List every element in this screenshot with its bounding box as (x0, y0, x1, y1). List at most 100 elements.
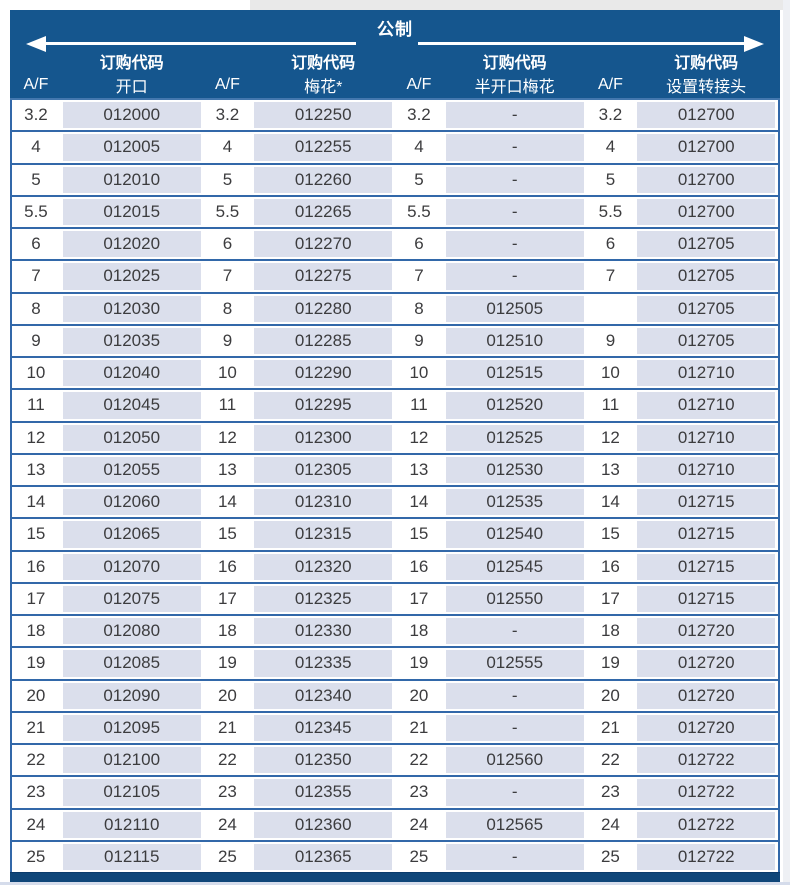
order-code-value: 012700 (634, 132, 778, 162)
order-code-value: 012280 (251, 294, 395, 324)
af-value: 4 (395, 132, 443, 163)
af-value: 5.5 (12, 196, 60, 227)
af-value: 7 (395, 261, 443, 292)
order-code-value: 012510 (443, 326, 587, 356)
af-value: 13 (395, 454, 443, 485)
order-code-value: 012340 (251, 681, 395, 711)
af-value: 20 (203, 680, 252, 711)
order-code-value: 012540 (443, 519, 587, 549)
order-code-value: 012710 (634, 423, 778, 453)
af-value: 20 (395, 680, 443, 711)
order-code-value: 012515 (443, 358, 587, 388)
order-code-value: 012722 (634, 810, 778, 840)
af-value: 6 (12, 229, 60, 260)
af-value: 21 (12, 712, 60, 743)
af-value: 6 (395, 229, 443, 260)
order-code-value: 012705 (634, 229, 778, 259)
order-code-value: 012115 (60, 842, 204, 872)
af-value: 19 (395, 648, 443, 679)
table-row: 21 012095 21 012345 21-21 012720 (12, 710, 778, 743)
order-code-value: 012722 (634, 842, 778, 872)
order-code-value: 012315 (251, 519, 395, 549)
order-code-value: 012325 (251, 584, 395, 614)
order-code-value: - (443, 132, 587, 162)
af-value: 13 (586, 454, 635, 485)
af-value: 11 (395, 390, 443, 421)
order-code-value: 012045 (60, 390, 204, 420)
af-value: 5 (12, 164, 60, 195)
af-value: 16 (203, 551, 252, 582)
af-value: 9 (203, 325, 252, 356)
af-value: 8 (203, 293, 252, 324)
order-code-value: 012270 (251, 229, 395, 259)
left-arrow-icon (26, 36, 356, 52)
table-row: 8 012030 8 012280 8 012505 012705 (12, 291, 778, 324)
type-header-set-adapter: 设置转接头 (666, 79, 747, 96)
order-code-value: 012705 (634, 261, 778, 291)
af-value: 3.2 (12, 100, 60, 131)
af-value: 21 (586, 712, 635, 743)
af-value (586, 293, 635, 324)
order-code-value: 012305 (251, 455, 395, 485)
order-code-value: - (443, 616, 587, 646)
column-header-grid: 订购代码 订购代码 订购代码 订购代码 A/F 开口 A/F 梅花* A/F 半… (12, 50, 778, 98)
order-code-value: 012090 (60, 681, 204, 711)
af-value: 14 (395, 487, 443, 518)
af-value: 11 (12, 390, 60, 421)
order-code-value: 012285 (251, 326, 395, 356)
table-row: 11 012045 11 012295 11 012520 11 012710 (12, 388, 778, 421)
order-code-value: 012100 (60, 745, 204, 775)
af-value: 5.5 (586, 196, 635, 227)
af-header-1: A/F (23, 76, 49, 93)
order-code-value: 012275 (251, 261, 395, 291)
table-row: 9 012035 9 012285 9 012510 9 012705 (12, 323, 778, 356)
af-value: 5.5 (203, 196, 252, 227)
order-code-value: 012550 (443, 584, 587, 614)
af-value: 24 (586, 809, 635, 840)
af-value: 23 (203, 777, 252, 808)
af-value: 19 (12, 648, 60, 679)
table-row: 16 012070 16 012320 16 012545 16 012715 (12, 549, 778, 582)
af-value: 18 (203, 616, 252, 647)
af-value: 5 (395, 164, 443, 195)
order-code-header-4: 订购代码 (674, 55, 739, 72)
order-code-value: 012710 (634, 358, 778, 388)
table-row: 23 012105 23 012355 23-23 012722 (12, 775, 778, 808)
af-value: 9 (586, 325, 635, 356)
af-value: 17 (203, 583, 252, 614)
af-value: 11 (203, 390, 252, 421)
table-row: 13 012055 13 012305 13 012530 13 012710 (12, 452, 778, 485)
table-row: 20 012090 20 012340 20-20 012720 (12, 678, 778, 711)
table-row: 12 012050 12 012300 12 012525 12 012710 (12, 420, 778, 453)
order-code-value: 012520 (443, 390, 587, 420)
order-code-value: 012505 (443, 294, 587, 324)
af-value: 23 (586, 777, 635, 808)
order-code-value: 012255 (251, 132, 395, 162)
order-code-value: - (443, 229, 587, 259)
order-code-value: 012015 (60, 197, 204, 227)
af-value: 8 (12, 293, 60, 324)
order-code-value: 012075 (60, 584, 204, 614)
order-code-value: 012290 (251, 358, 395, 388)
metric-order-code-table: 公制 订购代码 订购代码 订购代码 订购代码 A/F 开口 A/F (10, 10, 780, 882)
order-code-header-2: 订购代码 (291, 55, 356, 72)
table-row: 4 012005 4 012255 4-4 012700 (12, 130, 778, 163)
type-header-ring: 梅花* (304, 79, 343, 96)
af-value: 14 (203, 487, 252, 518)
type-header-half-open-ring: 半开口梅花 (474, 79, 555, 96)
af-value: 7 (586, 261, 635, 292)
table-row: 14 012060 14 012310 14 012535 14 012715 (12, 485, 778, 518)
af-value: 15 (586, 519, 635, 550)
order-code-value: 012070 (60, 552, 204, 582)
order-code-value: 012720 (634, 648, 778, 678)
table-row: 7 012025 7 012275 7-7 012705 (12, 259, 778, 292)
order-code-value: 012700 (634, 165, 778, 195)
order-code-value: 012560 (443, 745, 587, 775)
af-header-2: A/F (214, 76, 240, 93)
af-value: 17 (395, 583, 443, 614)
order-code-value: 012065 (60, 519, 204, 549)
table-row: 6 012020 6 012270 6-6 012705 (12, 227, 778, 260)
table-footer-bar (10, 872, 780, 882)
order-code-value: 012110 (60, 810, 204, 840)
